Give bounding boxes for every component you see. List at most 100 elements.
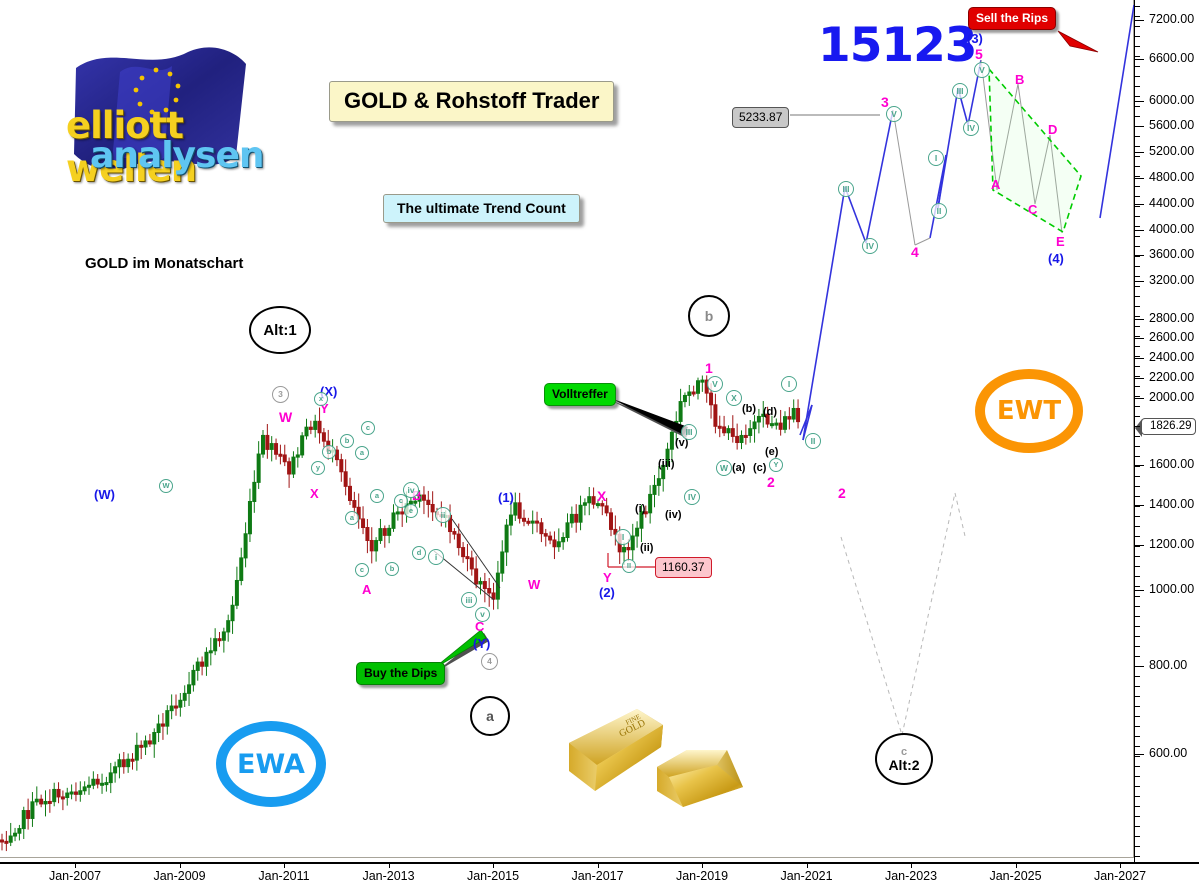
wave-label: X	[310, 486, 319, 501]
x-axis-tick-label: Jan-2009	[153, 869, 206, 883]
y-axis-tick-label: 4400.00	[1149, 196, 1195, 210]
y-axis-minor-tick	[1135, 346, 1140, 347]
y-axis-minor-tick	[1135, 36, 1140, 37]
y-axis-minor-tick	[1135, 836, 1140, 837]
y-axis-minor-tick	[1135, 676, 1140, 677]
y-axis-tick	[1135, 20, 1144, 21]
y-axis-minor-tick	[1135, 506, 1140, 507]
wave-label: (c)	[753, 462, 767, 474]
x-axis-tick	[75, 862, 76, 868]
y-axis-minor-tick	[1135, 106, 1140, 107]
x-axis-tick	[179, 862, 181, 868]
page-title: GOLD & Rohstoff Trader	[329, 81, 615, 122]
x-axis-tick	[597, 862, 599, 868]
x-axis-tick-label: Jan-2011	[258, 869, 310, 883]
wave-label: 2	[767, 474, 775, 490]
y-axis-minor-tick	[1135, 416, 1140, 417]
wave-label: 3	[881, 94, 889, 110]
circled-wave-label: III	[838, 181, 854, 197]
sell-the-rips-callout: Sell the Rips	[968, 7, 1057, 30]
wave-label: A	[991, 177, 1001, 192]
y-axis-minor-tick	[1135, 176, 1140, 177]
y-axis-minor-tick	[1135, 616, 1140, 617]
y-axis-minor-tick	[1135, 696, 1140, 697]
y-axis-minor-tick	[1135, 266, 1140, 267]
wave-label: 4	[911, 244, 919, 260]
time-axis[interactable]	[0, 862, 1199, 864]
y-axis-minor-tick	[1135, 516, 1140, 517]
y-axis-minor-tick	[1135, 606, 1140, 607]
wave-label: 1	[705, 360, 713, 376]
y-axis-minor-tick	[1135, 806, 1140, 807]
y-axis-tick	[1135, 178, 1144, 179]
wave-label: (a)	[732, 462, 746, 474]
circled-wave-label: II	[622, 559, 636, 573]
y-axis-tick-label: 6600.00	[1149, 51, 1195, 65]
wave-label: A	[362, 582, 372, 597]
y-axis-minor-tick	[1135, 6, 1140, 7]
wave-label: (ii)	[640, 542, 654, 554]
y-axis-minor-tick	[1135, 646, 1140, 647]
y-axis-tick	[1135, 204, 1144, 205]
y-axis-tick	[1135, 255, 1144, 256]
circled-wave-label: W	[159, 479, 173, 493]
y-axis-minor-tick	[1135, 356, 1140, 357]
y-axis-minor-tick	[1135, 846, 1140, 847]
circled-wave-label: c	[394, 494, 408, 508]
wave-label: (i)	[635, 503, 646, 515]
circled-wave-label: IV	[684, 489, 700, 505]
y-axis-tick	[1135, 398, 1144, 399]
y-axis-minor-tick	[1135, 656, 1140, 657]
circled-wave-label: 4	[481, 653, 498, 670]
y-axis-tick	[1135, 590, 1144, 591]
wave-label: (v)	[675, 437, 689, 449]
y-axis-minor-tick	[1135, 636, 1140, 637]
wave-label: (b)	[742, 403, 757, 415]
y-axis-minor-tick	[1135, 16, 1140, 17]
wave-a-marker: a	[470, 696, 510, 736]
y-axis-tick	[1135, 358, 1144, 359]
y-axis-tick	[1135, 281, 1144, 282]
subtitle-banner: The ultimate Trend Count	[383, 194, 580, 223]
y-axis-tick-label: 1600.00	[1149, 457, 1195, 471]
alt-2-marker: c Alt:2	[875, 733, 933, 785]
circled-wave-label: III	[681, 424, 697, 440]
circled-wave-label: I	[928, 150, 944, 166]
wave-label: C	[1028, 202, 1038, 217]
circled-wave-label: W	[716, 460, 732, 476]
x-axis-tick	[806, 862, 808, 868]
circled-wave-label: Y	[769, 458, 783, 472]
price-target-number: 15123	[818, 18, 978, 73]
circled-wave-label: II	[805, 433, 821, 449]
y-axis-tick-label: 1000.00	[1149, 582, 1195, 596]
price-axis[interactable]: 7200.00 6600.00 6000.00 5600.00 5200.00 4800.…	[1134, 0, 1199, 864]
y-axis-minor-tick	[1135, 586, 1140, 587]
x-axis-tick	[284, 862, 285, 868]
y-axis-minor-tick	[1135, 796, 1140, 797]
x-axis-tick	[1015, 862, 1017, 868]
y-axis-minor-tick	[1135, 826, 1140, 827]
y-axis-minor-tick	[1135, 466, 1140, 467]
y-axis-tick-label: 2800.00	[1149, 311, 1195, 325]
price-tag-last: 1826.29	[1135, 418, 1196, 437]
circled-wave-label: V	[707, 376, 723, 392]
y-axis-tick	[1135, 505, 1144, 506]
circled-wave-label: V	[974, 62, 990, 78]
x-axis-tick	[1120, 862, 1121, 868]
y-axis-minor-tick	[1135, 476, 1140, 477]
volltreffer-callout: Volltreffer	[544, 383, 616, 406]
wave-label: B	[1015, 72, 1025, 87]
wave-label: (iii)	[658, 458, 675, 470]
y-axis-minor-tick	[1135, 166, 1140, 167]
circled-wave-label: I	[615, 529, 631, 545]
wave-label: W	[528, 577, 541, 592]
y-axis-minor-tick	[1135, 136, 1140, 137]
y-axis-minor-tick	[1135, 426, 1140, 427]
y-axis-minor-tick	[1135, 326, 1140, 327]
y-axis-tick-label: 4800.00	[1149, 170, 1195, 184]
x-axis-tick-label: Jan-2025	[989, 869, 1042, 883]
circled-wave-label: I	[781, 376, 797, 392]
circled-wave-label: b	[340, 434, 354, 448]
y-axis-minor-tick	[1135, 816, 1140, 817]
circled-wave-label: IV	[963, 120, 979, 136]
